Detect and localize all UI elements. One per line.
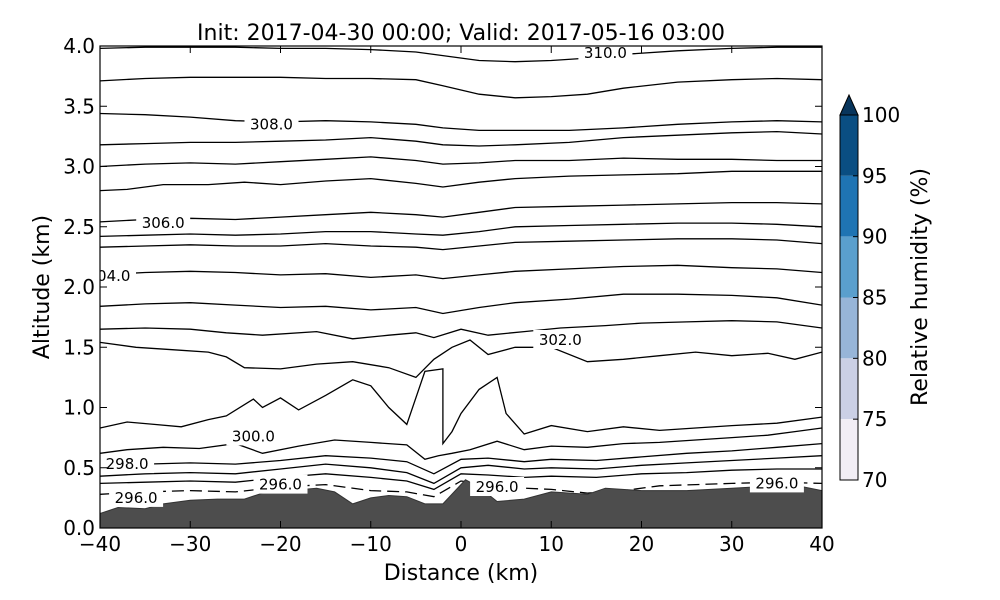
contour-label: 298.0 — [106, 455, 149, 473]
contour-label: 296.0 — [476, 478, 519, 496]
colorbar-extend-arrow — [839, 93, 859, 116]
colorbar: 70 75 80 85 90 95 100 — [839, 93, 900, 492]
contour-line — [100, 46, 822, 63]
colorbar-tick-label: 75 — [862, 407, 887, 431]
y-tick-label: 2.5 — [63, 215, 95, 239]
x-tick-label: −30 — [169, 532, 211, 556]
colorbar-tick-label: 100 — [862, 103, 900, 127]
y-tick-label: 3.5 — [63, 94, 95, 118]
contour-label: 310.0 — [584, 44, 627, 62]
colorbar-tick-label: 85 — [862, 286, 887, 310]
contour-label: 296.0 — [115, 489, 158, 507]
contour-label-background — [470, 477, 525, 496]
contour-line — [100, 442, 822, 475]
contour-line — [100, 156, 822, 168]
contour-label: 300.0 — [232, 427, 275, 445]
colorbar-segment — [840, 419, 858, 480]
x-tick-label: −40 — [79, 532, 121, 556]
contour-line — [100, 222, 822, 238]
contour-line — [100, 320, 822, 340]
x-tick-label: 20 — [629, 532, 654, 556]
x-axis-label: Distance (km) — [384, 561, 539, 586]
contour-label: 296.0 — [259, 476, 302, 494]
chart-title: Init: 2017-04-30 00:00; Valid: 2017-05-1… — [197, 21, 725, 46]
plot-background — [100, 46, 822, 528]
contour-line — [100, 112, 822, 132]
colorbar-segment — [840, 115, 858, 176]
y-tick-label: 0.0 — [63, 516, 95, 540]
colorbar-segment — [840, 358, 858, 420]
contour-line — [100, 368, 822, 446]
contour-line — [100, 130, 822, 147]
y-tick-label: 1.0 — [63, 396, 95, 420]
colorbar-segment — [840, 297, 858, 359]
colorbar-tick-label: 95 — [862, 164, 887, 188]
contour-label-background — [533, 330, 588, 349]
y-axis-label: Altitude (km) — [30, 215, 55, 359]
colorbar-tick-label: 70 — [862, 468, 887, 492]
contour-label: 308.0 — [250, 115, 293, 133]
x-tick-label: −10 — [350, 532, 392, 556]
y-axis: 0.0 0.5 1.0 1.5 2.0 2.5 3.0 3.5 4.0 — [63, 34, 822, 540]
contour-line — [100, 339, 822, 379]
y-tick-label: 3.0 — [63, 155, 95, 179]
contour-label-background — [100, 266, 136, 286]
colorbar-tick-label: 90 — [862, 225, 887, 249]
colorbar-label: Relative humidity (%) — [908, 168, 933, 406]
contour-label-background — [226, 426, 281, 446]
contour-labels-layer: 310.0 308.0 306.0 304.0 302.0 300.0 298.0 296.0… — [88, 44, 804, 507]
colorbar-segment — [840, 236, 858, 298]
contour-line — [100, 238, 822, 251]
contour-label-background — [100, 454, 155, 474]
contour-label-background — [136, 213, 191, 233]
contour-label-background — [749, 473, 804, 493]
contour-line — [100, 468, 822, 491]
y-tick-label: 2.0 — [63, 275, 95, 299]
x-tick-label: 10 — [539, 532, 564, 556]
y-tick-label: 0.5 — [63, 456, 95, 480]
contours-layer — [100, 46, 822, 498]
contour-line — [100, 170, 822, 192]
contour-label: 306.0 — [142, 214, 185, 232]
x-axis: −40 −30 −20 −10 0 10 20 30 40 — [79, 46, 835, 556]
contour-line — [100, 293, 822, 315]
contour-label-background — [253, 474, 308, 494]
x-tick-label: 30 — [719, 532, 744, 556]
contour-line — [100, 76, 822, 99]
contour-label-background — [244, 114, 299, 134]
contour-label: 296.0 — [755, 474, 798, 492]
contour-label: 302.0 — [539, 331, 582, 349]
y-tick-label: 4.0 — [63, 34, 95, 58]
contour-line — [100, 264, 822, 280]
contour-label: 304.0 — [88, 267, 131, 285]
contour-label-background — [578, 46, 633, 63]
x-tick-label: 0 — [455, 532, 468, 556]
contour-line — [100, 201, 822, 223]
contour-label-background — [109, 487, 164, 507]
x-tick-label: −20 — [259, 532, 301, 556]
y-tick-label: 1.5 — [63, 335, 95, 359]
colorbar-tick-label: 80 — [862, 346, 887, 370]
contour-line — [100, 455, 822, 485]
x-tick-label: 40 — [809, 532, 834, 556]
colorbar-segment — [840, 175, 858, 237]
